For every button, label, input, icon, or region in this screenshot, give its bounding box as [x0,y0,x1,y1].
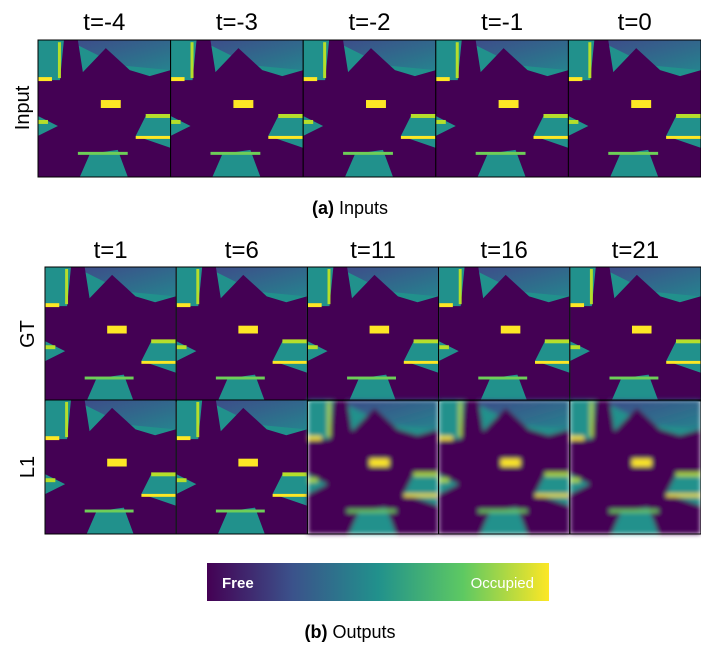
caption-label: (b) [304,622,327,642]
column-label: t=-4 [83,9,125,36]
column-label: t=-3 [216,9,258,36]
column-label: t=21 [612,237,659,264]
column-label: t=-1 [481,9,523,36]
column-label: t=-2 [348,9,390,36]
caption-label: (a) [312,198,334,218]
figure: t=-4 t=-3 t=-2 t=-1 t=0 Input t=1 t=6 t=11 t=16 t=… [0,0,701,646]
row-label: L1 [17,456,39,478]
image-panel [171,40,304,177]
image-panel [177,400,307,534]
image-panel [570,400,700,534]
caption-text: Outputs [332,622,395,642]
column-label: t=6 [225,237,259,264]
image-panel [439,400,569,534]
image-panel [436,40,569,177]
image-panel [570,267,700,401]
column-label: t=11 [350,237,396,264]
colorbar-high-label: Occupied [471,575,534,592]
image-panel [46,267,176,401]
caption: (b) Outputs [304,622,395,642]
caption: (a) Inputs [312,198,388,218]
colorbar-low-label: Free [222,575,254,592]
image-panel [439,267,569,401]
row-label: GT [17,320,39,348]
image-panel [46,400,176,534]
image-panel [568,40,701,177]
caption-text: Inputs [339,198,388,218]
column-label: t=1 [94,237,128,264]
column-label: t=0 [618,9,652,36]
image-panel [308,400,438,534]
row-label: Input [12,85,34,130]
image-panel [308,267,438,401]
panels: t=-4 t=-3 t=-2 t=-1 t=0 Input t=1 t=6 t=11 t=16 t=… [12,9,701,534]
column-label: t=16 [481,237,528,264]
image-panel [177,267,307,401]
image-panel [303,40,436,177]
image-panel [38,40,171,177]
